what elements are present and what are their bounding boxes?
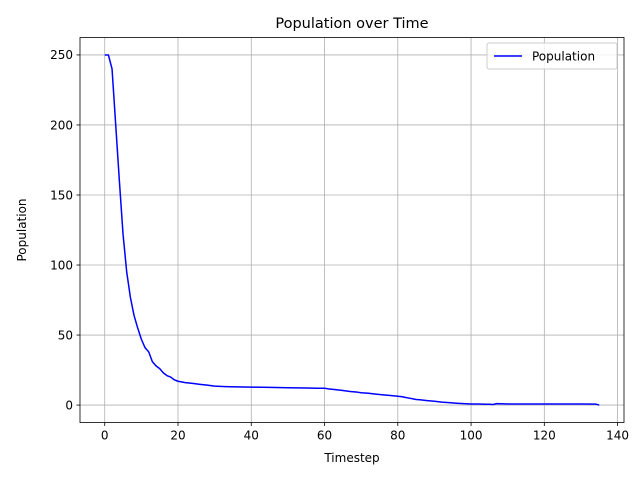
series-line-population	[104, 54, 600, 406]
x-tick-label: 120	[533, 429, 556, 443]
grid	[80, 37, 624, 423]
chart-title: Population over Time	[275, 16, 428, 32]
x-tick-label: 40	[244, 429, 259, 443]
x-axis-label: Timestep	[323, 451, 379, 465]
x-tick-label: 100	[460, 429, 483, 443]
plot-frame	[79, 37, 625, 423]
y-tick-label: 0	[65, 398, 73, 412]
legend-label-population: Population	[532, 50, 595, 64]
y-tick-label: 100	[50, 258, 73, 272]
y-axis-ticks: 0 50 100 150 200 250	[50, 48, 80, 412]
x-tick-label: 140	[606, 429, 629, 443]
y-axis-label: Population	[15, 198, 29, 261]
y-tick-label: 250	[50, 48, 73, 62]
x-tick-label: 80	[390, 429, 405, 443]
x-tick-label: 0	[101, 429, 109, 443]
legend: Population	[486, 42, 618, 70]
y-tick-label: 200	[50, 118, 73, 132]
x-tick-label: 20	[170, 429, 185, 443]
x-axis-ticks: 0 20 40 60 80 100 120 140	[101, 422, 629, 443]
x-tick-label: 60	[317, 429, 332, 443]
legend-box	[486, 42, 618, 70]
y-tick-label: 50	[58, 328, 73, 342]
y-tick-label: 150	[50, 188, 73, 202]
